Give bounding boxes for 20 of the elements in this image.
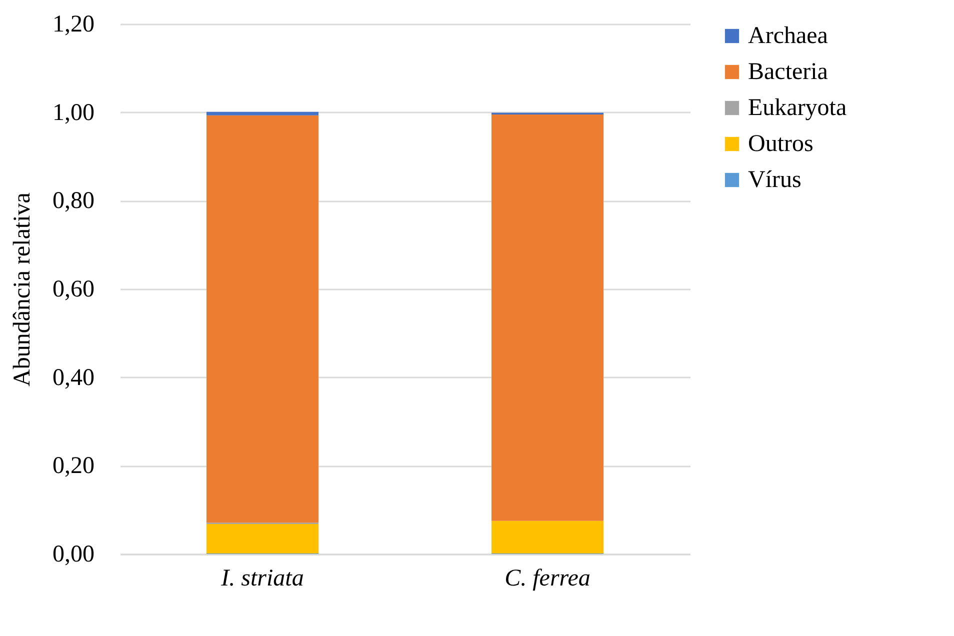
y-axis-title: Abundância relativa xyxy=(10,192,36,386)
y-tick-label: 0,60 xyxy=(52,276,94,302)
y-tick-label: 1,20 xyxy=(52,12,94,38)
bar xyxy=(206,112,318,116)
bar xyxy=(492,520,604,554)
legend-label: Eukaryota xyxy=(748,95,847,121)
y-tick-label: 0,20 xyxy=(52,453,94,480)
bar xyxy=(492,114,604,521)
x-tick-label: C. ferrea xyxy=(504,566,590,592)
legend-label: Vírus xyxy=(748,167,802,193)
y-tick-label: 0,00 xyxy=(52,542,94,568)
bar xyxy=(206,524,318,554)
y-tick-label: 1,00 xyxy=(52,100,94,126)
x-tick-label: I. striata xyxy=(220,566,304,592)
legend-label: Archaea xyxy=(748,23,828,49)
y-tick-label: 0,40 xyxy=(52,364,94,391)
bar xyxy=(206,115,318,523)
legend-label: Outros xyxy=(748,131,814,157)
legend-label: Bacteria xyxy=(748,59,828,85)
y-tick-label: 0,80 xyxy=(52,188,94,214)
